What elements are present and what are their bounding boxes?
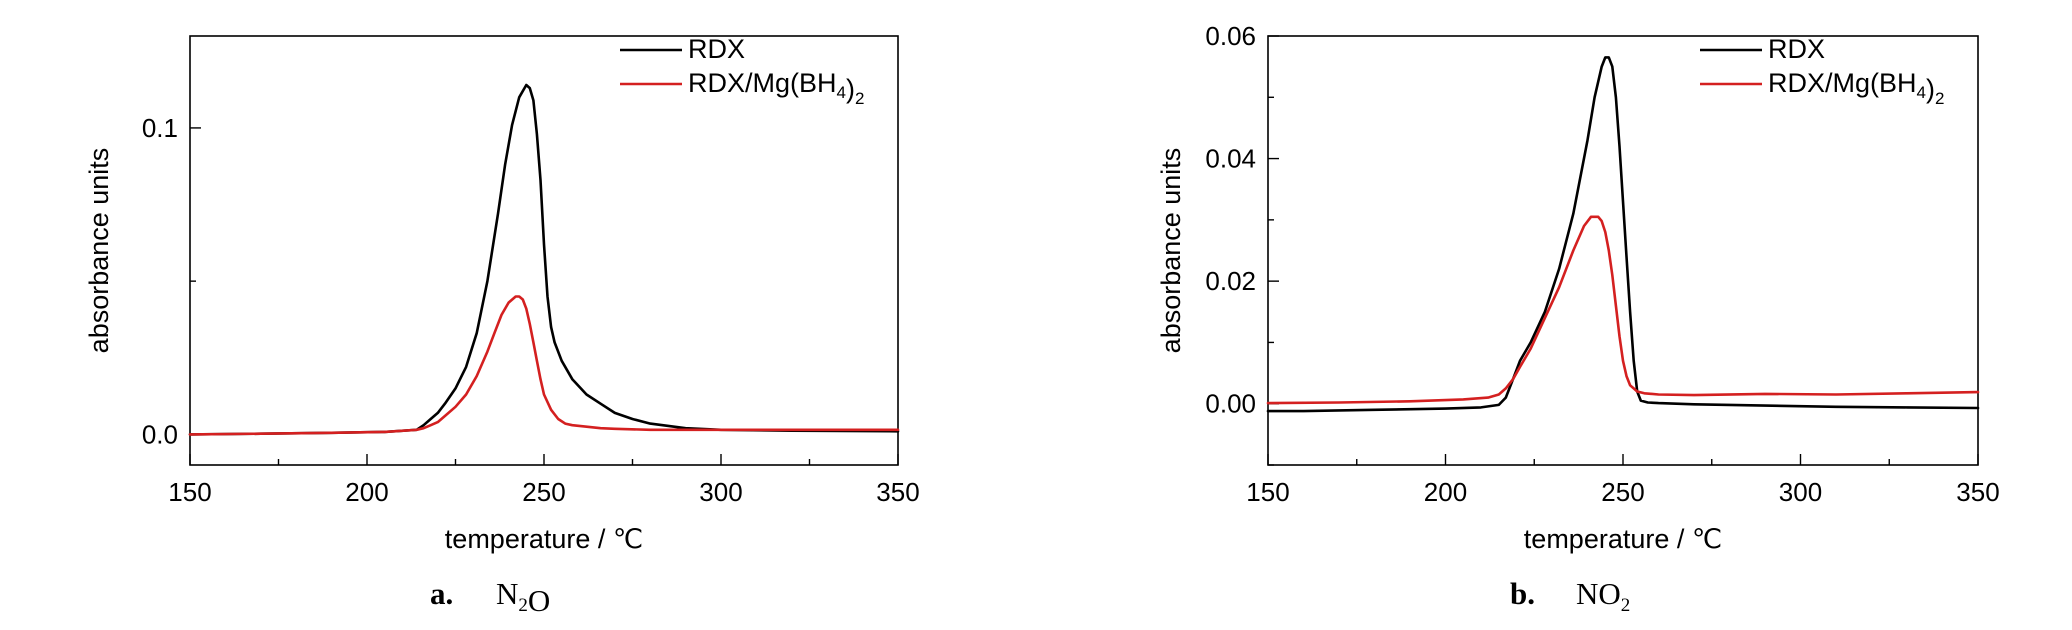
y-tick-label: 0.06 <box>1205 21 1256 51</box>
caption-formula: NO2 <box>1576 576 1630 616</box>
chart-panel-a: 150 200 250 300 350 0.0 0.1 temperature / ℃ abso… <box>84 34 920 618</box>
x-tick-label: 350 <box>876 477 919 507</box>
caption-formula: N2O <box>496 576 550 618</box>
series-line-rdx-mgbh4 <box>1266 215 1980 405</box>
x-tick-label: 300 <box>1779 477 1822 507</box>
x-tick-label: 350 <box>1956 477 1999 507</box>
x-axis-label: temperature / ℃ <box>1524 524 1722 554</box>
y-tick-label: 0.02 <box>1205 266 1256 296</box>
x-tick-label: 200 <box>345 477 388 507</box>
y-tick-label: 0.00 <box>1205 389 1256 419</box>
y-axis-label: absorbance units <box>84 148 114 354</box>
x-tick-label: 150 <box>1246 477 1289 507</box>
y-tick-label: 0.1 <box>142 113 178 143</box>
legend-entry: RDX <box>688 34 745 64</box>
caption-letter: b. <box>1510 576 1535 611</box>
series-line-rdx <box>1266 56 1980 413</box>
legend-entry: RDX/Mg(BH4)2 <box>1768 68 1944 108</box>
x-tick-label: 200 <box>1424 477 1467 507</box>
x-tick-label: 150 <box>168 477 211 507</box>
x-axis-label: temperature / ℃ <box>445 524 643 554</box>
x-tick-label: 250 <box>1601 477 1644 507</box>
y-tick-label: 0.04 <box>1205 144 1256 174</box>
x-tick-label: 250 <box>522 477 565 507</box>
legend-entry: RDX <box>1768 34 1825 64</box>
series-line-rdx-mgbh4 <box>188 295 900 436</box>
x-tick-label: 300 <box>699 477 742 507</box>
y-tick-label: 0.0 <box>142 419 178 449</box>
caption-letter: a. <box>430 576 453 611</box>
series-line-rdx <box>188 83 900 436</box>
legend-entry: RDX/Mg(BH4)2 <box>688 68 864 108</box>
y-axis-label: absorbance units <box>1156 148 1186 354</box>
chart-panel-b: 150 200 250 300 350 0.00 0.02 0.04 0.06 temperatu… <box>1156 21 2000 616</box>
